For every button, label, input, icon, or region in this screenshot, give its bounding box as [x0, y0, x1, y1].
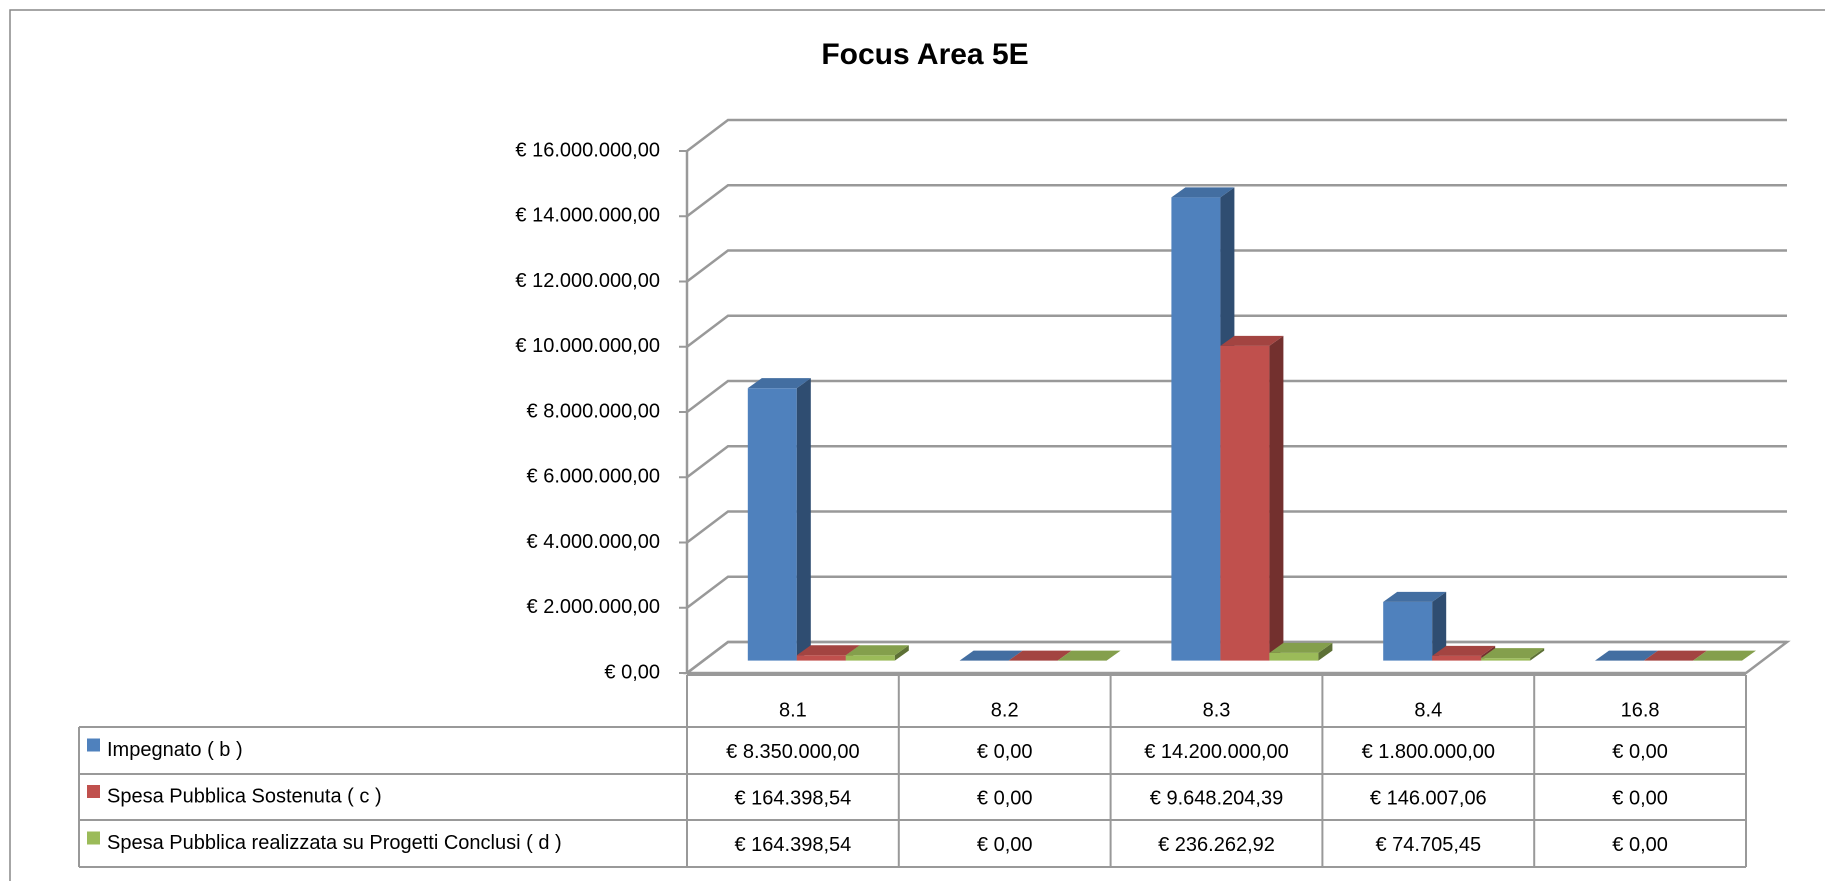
bar	[1644, 650, 1707, 661]
table-value: € 0,00	[1612, 787, 1668, 809]
table-value: € 0,00	[1612, 834, 1668, 856]
grid-line	[686, 314, 1787, 348]
y-tick-label: € 4.000.000,00	[527, 531, 660, 553]
bar-side	[796, 378, 811, 661]
bar-top	[1383, 591, 1447, 602]
y-tick-label: € 10.000.000,00	[515, 335, 660, 357]
bar-top	[1644, 650, 1707, 661]
bar-top	[1008, 650, 1072, 661]
table-value: € 14.200.000,00	[1144, 741, 1289, 763]
bar-side	[1269, 335, 1284, 661]
bar	[1595, 650, 1658, 661]
table-value: € 0,00	[977, 787, 1033, 809]
y-tick-label: € 12.000.000,00	[515, 270, 660, 292]
bar	[1383, 591, 1447, 661]
bar	[1057, 650, 1121, 661]
bar	[1269, 642, 1333, 661]
legend-key	[87, 738, 100, 752]
legend-key	[87, 831, 100, 845]
grid-line	[686, 510, 1787, 544]
bar-top	[1595, 650, 1658, 661]
bar-top	[796, 645, 860, 656]
grid-line	[686, 379, 1787, 413]
bar	[1008, 650, 1072, 661]
bar-front	[1481, 658, 1531, 661]
bar-front	[1220, 345, 1270, 661]
bar-top	[845, 645, 909, 656]
bar	[1171, 187, 1235, 661]
table-value: € 146.007,06	[1370, 787, 1487, 809]
y-tick-label: € 2.000.000,00	[527, 596, 660, 618]
table-value: € 0,00	[977, 834, 1033, 856]
bar-top	[1057, 650, 1121, 661]
bar-front	[747, 388, 797, 661]
grid-line	[686, 184, 1787, 218]
bar	[1481, 648, 1545, 661]
y-tick-label: € 0,00	[604, 661, 660, 683]
x-tick-label: 8.3	[1203, 699, 1231, 721]
bar-top	[959, 650, 1023, 661]
x-tick-label: 8.1	[779, 699, 807, 721]
table-value: € 8.350.000,00	[726, 741, 859, 763]
bar-front	[1383, 601, 1433, 661]
bar-top	[1171, 187, 1235, 198]
chart-title: Focus Area 5E	[821, 38, 1028, 71]
bar-front	[796, 655, 846, 661]
table-value: € 0,00	[977, 741, 1033, 763]
table-value: € 164.398,54	[735, 834, 852, 856]
table-value: € 9.648.204,39	[1150, 787, 1283, 809]
bar	[845, 645, 909, 661]
y-tick-label: € 16.000.000,00	[515, 139, 660, 161]
x-tick-label: 16.8	[1621, 699, 1660, 721]
bar-front	[1432, 655, 1482, 661]
bar-top	[1481, 648, 1545, 659]
bar	[1220, 335, 1284, 661]
bar-side	[894, 645, 909, 661]
bar-top	[1693, 650, 1756, 661]
grid-line	[686, 249, 1787, 283]
table-value: € 0,00	[1612, 741, 1668, 763]
grid-line	[686, 118, 1787, 152]
bar-top	[1269, 642, 1333, 653]
grid-line	[686, 575, 1787, 609]
grid-line	[686, 445, 1787, 479]
x-tick-label: 8.2	[991, 699, 1019, 721]
bar-front	[1171, 197, 1221, 661]
y-tick-label: € 6.000.000,00	[527, 466, 660, 488]
table-value: € 236.262,92	[1158, 834, 1275, 856]
y-tick-label: € 8.000.000,00	[527, 400, 660, 422]
bar-top	[1220, 335, 1284, 346]
y-tick-label: € 14.000.000,00	[515, 205, 660, 227]
bar-front	[1269, 652, 1319, 661]
x-tick-label: 8.4	[1414, 699, 1442, 721]
bar	[959, 650, 1023, 661]
bar-top	[1432, 645, 1496, 656]
legend-label: Spesa Pubblica realizzata su Progetti Co…	[107, 832, 562, 854]
bar-side	[1530, 648, 1545, 661]
legend-key	[87, 785, 100, 798]
bar-side	[1432, 591, 1447, 661]
legend-label: Spesa Pubblica Sostenuta ( c )	[107, 785, 382, 807]
bar	[1693, 650, 1756, 661]
bar-front	[845, 655, 895, 661]
table-value: € 1.800.000,00	[1362, 741, 1495, 763]
bar-side	[1318, 642, 1333, 661]
bar-top	[747, 378, 811, 389]
bar	[747, 378, 811, 661]
table-value: € 74.705,45	[1375, 834, 1481, 856]
legend-label: Impegnato ( b )	[107, 739, 243, 761]
table-value: € 164.398,54	[735, 787, 852, 809]
